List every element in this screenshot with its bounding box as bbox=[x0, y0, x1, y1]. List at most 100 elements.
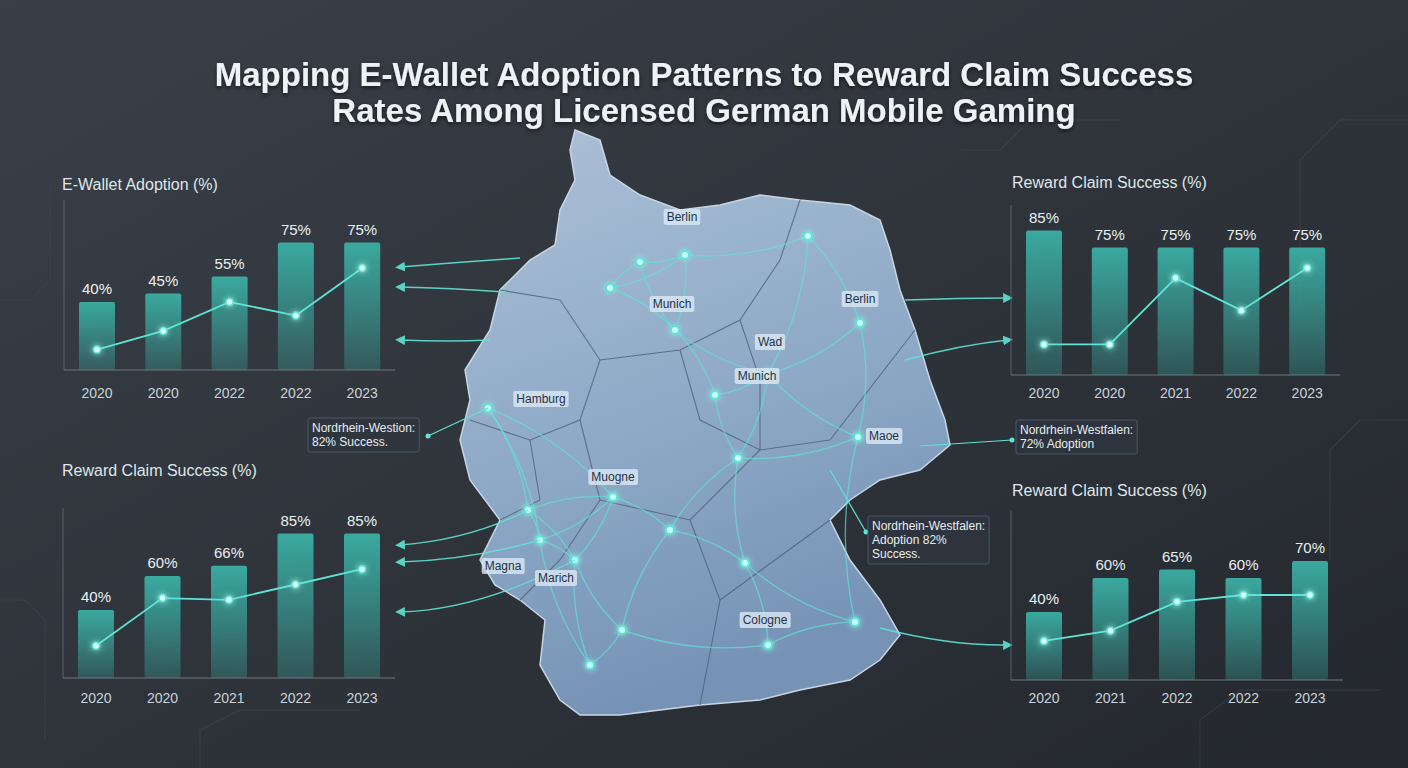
annotation-bg bbox=[308, 418, 419, 452]
line-marker bbox=[1106, 341, 1113, 348]
annotation-dot bbox=[426, 434, 431, 439]
x-tick-label: 2020 bbox=[81, 385, 112, 401]
bar bbox=[1289, 248, 1325, 376]
x-tick-label: 2022 bbox=[1228, 690, 1259, 706]
network-node bbox=[586, 661, 594, 669]
connector-arrow bbox=[400, 340, 490, 341]
network-node bbox=[681, 251, 689, 259]
network-node bbox=[618, 626, 626, 634]
data-label: 75% bbox=[281, 221, 311, 238]
title: Mapping E-Wallet Adoption Patterns to Re… bbox=[215, 56, 1194, 129]
data-label: 75% bbox=[1226, 226, 1256, 243]
line-marker bbox=[159, 595, 166, 602]
city-label: Munich bbox=[735, 368, 780, 384]
data-label: 40% bbox=[81, 588, 111, 605]
city-label: Berlin bbox=[664, 209, 701, 225]
network-link bbox=[845, 437, 858, 622]
city-name: Berlin bbox=[845, 292, 876, 306]
line-marker bbox=[1041, 637, 1048, 644]
annotation-line: Nordrhein-Westion: bbox=[312, 421, 415, 435]
annotation-line: Adoption 82% bbox=[872, 533, 947, 547]
network-link bbox=[768, 236, 808, 374]
data-label: 60% bbox=[147, 554, 177, 571]
network-node bbox=[804, 232, 812, 240]
line-marker bbox=[226, 299, 233, 306]
annotation-line: Nordrhein-Westfalen: bbox=[872, 519, 985, 533]
city-label: Hamburg bbox=[513, 391, 568, 407]
circuit-line bbox=[200, 710, 360, 768]
annotation-leader bbox=[830, 470, 866, 532]
chart-title: E-Wallet Adoption (%) bbox=[62, 176, 218, 193]
network-link bbox=[768, 374, 858, 437]
x-tick-label: 2021 bbox=[1095, 690, 1126, 706]
data-label: 85% bbox=[1029, 209, 1059, 226]
x-tick-label: 2020 bbox=[80, 690, 111, 706]
infographic: Mapping E-Wallet Adoption Patterns to Re… bbox=[0, 0, 1408, 768]
bar bbox=[1158, 248, 1194, 376]
annotation: Nordrhein-Westfalen:Adoption 82%Success. bbox=[830, 470, 989, 564]
title-line: Rates Among Licensed German Mobile Gamin… bbox=[332, 92, 1075, 129]
chart-panel: Reward Claim Success (%) 40%60%65%60%70% 2… bbox=[1011, 482, 1343, 706]
trend-line bbox=[1044, 268, 1307, 345]
city-label: Muogne bbox=[588, 469, 638, 485]
annotation-leader bbox=[428, 408, 488, 436]
bar bbox=[1026, 231, 1062, 376]
data-labels: 40%60%65%60%70% bbox=[1029, 539, 1325, 607]
network-link bbox=[808, 236, 860, 323]
line-marker bbox=[1041, 341, 1048, 348]
title-line: Mapping E-Wallet Adoption Patterns to Re… bbox=[215, 56, 1194, 93]
connector-arrow bbox=[905, 340, 1008, 360]
x-tick-label: 2023 bbox=[1294, 690, 1325, 706]
city-label-bg bbox=[482, 558, 525, 574]
y-axis-line bbox=[1011, 510, 1012, 680]
network-link bbox=[610, 262, 640, 288]
chart-title: Reward Claim Success (%) bbox=[1012, 174, 1207, 191]
network-link bbox=[540, 540, 575, 560]
network-link bbox=[745, 563, 768, 645]
bar bbox=[1223, 248, 1259, 376]
network-node bbox=[636, 258, 644, 266]
x-tick-label: 2022 bbox=[214, 385, 245, 401]
data-label: 70% bbox=[1295, 539, 1325, 556]
x-tick-label: 2022 bbox=[280, 690, 311, 706]
bar bbox=[1226, 578, 1262, 680]
city-name: Magna bbox=[485, 559, 522, 573]
line-marker bbox=[292, 312, 299, 319]
network-link bbox=[528, 510, 575, 560]
data-label: 75% bbox=[1095, 226, 1125, 243]
y-axis-line bbox=[63, 508, 64, 678]
trend-line bbox=[96, 569, 362, 646]
bar bbox=[78, 610, 114, 678]
germany-outline bbox=[460, 130, 950, 715]
bar bbox=[1292, 561, 1328, 680]
network-node bbox=[711, 391, 719, 399]
x-tick-label: 2022 bbox=[280, 385, 311, 401]
x-tick-label: 2022 bbox=[1161, 690, 1192, 706]
line-marker bbox=[1174, 598, 1181, 605]
x-tick-label: 2023 bbox=[1292, 385, 1323, 401]
network-link bbox=[715, 395, 738, 458]
city-label: Magna bbox=[482, 558, 525, 574]
line-marker bbox=[160, 327, 167, 334]
network-link bbox=[670, 530, 745, 563]
plot-area bbox=[1026, 561, 1328, 680]
city-label-bg bbox=[755, 334, 785, 350]
network-node bbox=[609, 493, 617, 501]
bar bbox=[212, 277, 248, 371]
line-marker bbox=[1172, 275, 1179, 282]
line-marker bbox=[1304, 264, 1311, 271]
annotation-line: 72% Adoption bbox=[1020, 437, 1094, 451]
city-name: Berlin bbox=[667, 210, 698, 224]
data-label: 40% bbox=[82, 280, 112, 297]
x-tick-label: 2021 bbox=[1160, 385, 1191, 401]
line-marker bbox=[1238, 307, 1245, 314]
chart-title: Reward Claim Success (%) bbox=[1012, 482, 1207, 499]
circuit-lines bbox=[0, 120, 1408, 768]
annotation: Nordrhein-Westfalen:72% Adoption bbox=[920, 420, 1137, 454]
x-tick-label: 2020 bbox=[148, 385, 179, 401]
line-marker bbox=[359, 566, 366, 573]
city-name: Hamburg bbox=[516, 392, 565, 406]
network-link bbox=[685, 236, 808, 256]
line-marker bbox=[93, 642, 100, 649]
network-link bbox=[540, 497, 613, 540]
